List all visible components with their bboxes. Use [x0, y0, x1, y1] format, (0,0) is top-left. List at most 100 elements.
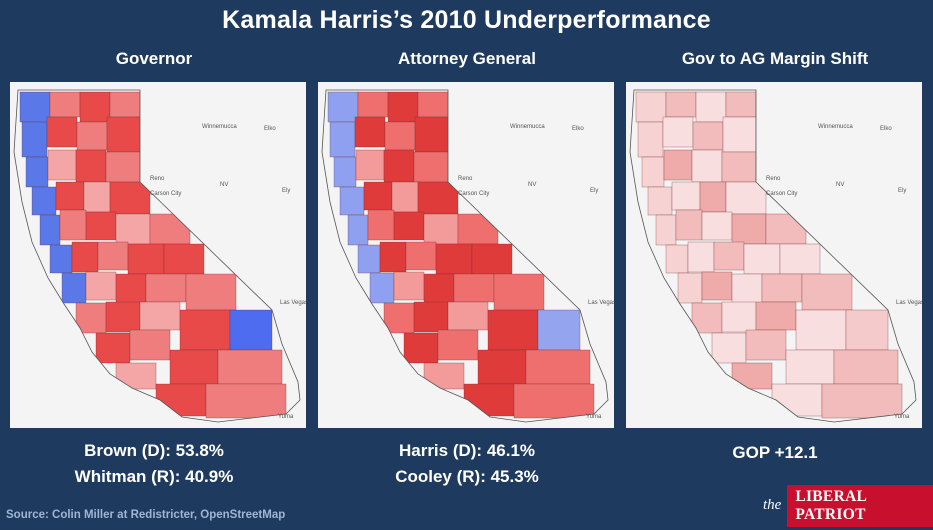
county-region	[49, 244, 73, 274]
county-region	[845, 309, 889, 351]
place-label-nv: NV	[528, 182, 536, 188]
county-region	[46, 116, 78, 148]
place-label-winnemucca: Winnemucca	[818, 124, 853, 130]
county-region	[329, 121, 356, 158]
state-border	[321, 89, 609, 423]
place-label-reno: Reno	[150, 176, 165, 182]
county-region	[665, 91, 697, 118]
county-region	[731, 213, 767, 245]
county-region	[487, 309, 539, 351]
county-region	[779, 243, 821, 275]
county-region	[675, 209, 703, 241]
county-region	[39, 214, 61, 246]
governor-map: Winnemucca Elko Reno Carson City NV Ely Las Ve…	[10, 82, 306, 428]
county-region	[655, 214, 677, 246]
place-label-winnemucca: Winnemucca	[510, 124, 545, 130]
county-region	[217, 349, 283, 385]
county-region	[106, 116, 141, 153]
place-label-carson-city: Carson City	[458, 191, 489, 197]
place-label-las-vegas: Las Vegas	[588, 300, 614, 306]
county-region	[721, 301, 757, 333]
margin-shift-results: GOP +12.1	[625, 440, 925, 466]
county-region	[725, 181, 767, 215]
county-region	[671, 181, 701, 211]
panel-heading-attorney-general: Attorney General	[398, 49, 536, 68]
place-label-ely: Ely	[590, 188, 598, 194]
brand-name: LIBERAL PATRIOT	[787, 484, 933, 527]
county-region	[721, 151, 757, 183]
county-region	[405, 241, 437, 271]
page-title: Kamala Harris’s 2010 Underperformance	[222, 6, 711, 34]
county-region	[179, 309, 231, 351]
county-region	[647, 186, 673, 216]
county-region	[711, 332, 747, 364]
county-region	[663, 149, 693, 181]
county-region	[97, 241, 129, 271]
county-region	[662, 116, 694, 148]
county-region	[205, 383, 287, 419]
county-region	[687, 241, 715, 273]
county-region	[83, 181, 111, 213]
county-region	[731, 273, 763, 305]
county-region	[357, 91, 389, 118]
county-region	[435, 243, 473, 275]
county-region	[525, 349, 591, 385]
county-region	[413, 151, 449, 183]
margin-shift-map-svg: Winnemucca Elko Reno Carson City NV Ely Las Ve…	[626, 82, 922, 428]
county-region	[665, 244, 689, 274]
county-region	[163, 243, 205, 275]
county-region	[383, 149, 415, 183]
county-region	[637, 121, 664, 158]
county-region	[477, 349, 527, 385]
place-label-yuma: Yuma	[278, 414, 294, 420]
county-region	[453, 273, 495, 303]
county-region	[354, 116, 386, 148]
county-region	[403, 332, 439, 364]
county-region	[393, 271, 425, 301]
governor-map-svg: Winnemucca Elko Reno Carson City NV Ely Las Ve…	[10, 82, 306, 428]
county-region	[71, 241, 99, 273]
brand-logo: the LIBERAL PATRIOT	[763, 484, 933, 527]
county-region	[21, 121, 48, 158]
county-region	[355, 149, 385, 181]
county-region	[25, 156, 49, 188]
county-region	[745, 329, 787, 361]
county-region	[347, 214, 369, 246]
county-region	[391, 181, 419, 213]
county-region	[833, 349, 899, 385]
county-region	[692, 121, 724, 151]
place-label-las-vegas: Las Vegas	[896, 300, 922, 306]
governor-result-dem: Brown (D): 53.8%	[84, 441, 224, 460]
county-region	[699, 181, 727, 213]
place-label-reno: Reno	[766, 176, 781, 182]
place-label-yuma: Yuma	[586, 414, 602, 420]
county-region	[743, 243, 781, 275]
county-region	[169, 349, 219, 385]
panel-heading-margin-shift: Gov to AG Margin Shift	[681, 49, 869, 68]
county-region	[339, 186, 365, 216]
county-region	[76, 121, 108, 151]
county-region	[493, 273, 545, 311]
governor-result-gop: Whitman (R): 40.9%	[74, 467, 234, 486]
county-region	[383, 302, 415, 334]
county-region	[393, 211, 425, 241]
county-region	[75, 302, 107, 334]
county-region	[85, 211, 117, 241]
county-region	[641, 156, 665, 188]
county-region	[49, 91, 81, 118]
county-region	[31, 186, 57, 216]
county-region	[691, 302, 723, 334]
governor-results: Brown (D): 53.8% Whitman (R): 40.9%	[4, 438, 304, 490]
county-region	[139, 301, 181, 331]
place-label-ely: Ely	[898, 188, 906, 194]
place-label-winnemucca: Winnemucca	[202, 124, 237, 130]
county-region	[369, 272, 395, 304]
county-region	[79, 91, 111, 123]
place-label-elko: Elko	[572, 126, 584, 132]
county-region	[423, 273, 455, 305]
place-label-carson-city: Carson City	[150, 191, 181, 197]
county-region	[761, 273, 803, 303]
county-region	[423, 213, 459, 245]
county-region	[379, 241, 407, 273]
county-region	[367, 209, 395, 241]
